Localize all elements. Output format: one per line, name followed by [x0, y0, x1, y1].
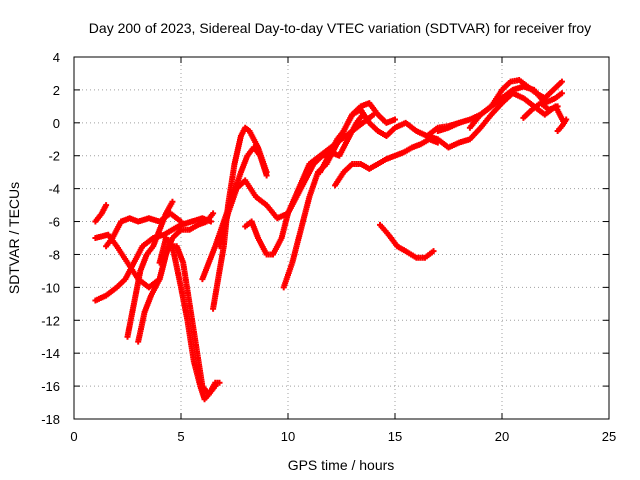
- series-track-15: [377, 221, 437, 261]
- x-axis-label: GPS time / hours: [288, 457, 395, 473]
- y-tick-label: -14: [41, 346, 60, 361]
- data-point: [430, 248, 437, 255]
- y-tick-label: 4: [53, 50, 60, 65]
- y-tick-label: -8: [48, 247, 60, 262]
- series-track-1: [92, 202, 110, 225]
- data-point: [392, 116, 398, 123]
- x-tick-label: 15: [388, 429, 402, 444]
- series-track-13: [317, 106, 463, 176]
- plot-frame: [73, 56, 610, 420]
- data-point: [169, 198, 176, 205]
- data-point: [263, 169, 270, 176]
- series-track-19: [520, 100, 561, 121]
- data-point: [210, 210, 217, 217]
- y-tick-label: -16: [41, 379, 60, 394]
- x-tick-label: 10: [281, 429, 295, 444]
- x-tick-label: 0: [70, 429, 77, 444]
- data-point: [558, 90, 565, 97]
- chart-title: Day 200 of 2023, Sidereal Day-to-day VTE…: [89, 20, 591, 36]
- y-tick-label: -4: [48, 182, 60, 197]
- y-tick-label: -6: [48, 215, 60, 230]
- y-axis-label: SDTVAR / TECUs: [6, 182, 22, 294]
- series-track-20: [554, 116, 570, 135]
- series-track-9: [210, 124, 270, 312]
- y-tick-label: -12: [41, 313, 60, 328]
- data-point: [558, 78, 565, 85]
- data-point: [103, 202, 110, 209]
- series-track-11: [242, 111, 366, 258]
- data-point: [178, 218, 184, 225]
- data-points: [92, 77, 570, 403]
- data-point: [216, 379, 223, 386]
- x-tick-label: 25: [602, 429, 616, 444]
- y-tick-label: -10: [41, 280, 60, 295]
- series-track-18: [466, 83, 565, 131]
- x-tick-label: 5: [177, 429, 184, 444]
- x-tick-label: 20: [495, 429, 509, 444]
- y-tick-label: -18: [41, 412, 60, 427]
- y-tick-label: 0: [53, 116, 60, 131]
- y-tick-label: -2: [48, 149, 60, 164]
- data-point: [207, 218, 214, 225]
- data-point: [554, 103, 561, 110]
- series-track-7: [156, 235, 223, 403]
- y-tick-label: 2: [53, 83, 60, 98]
- series-track-14: [332, 136, 441, 189]
- series-track-5: [124, 198, 176, 340]
- data-point: [563, 116, 570, 123]
